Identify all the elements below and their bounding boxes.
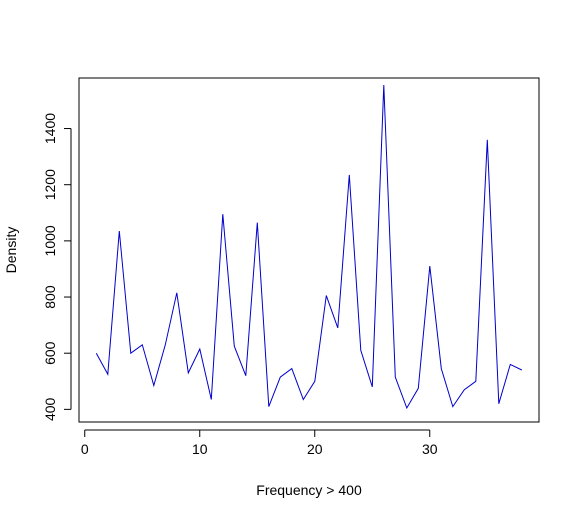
y-tick-label: 1200 bbox=[42, 169, 58, 200]
y-tick-label: 400 bbox=[42, 397, 58, 421]
x-axis: 0 10 20 30 bbox=[81, 429, 438, 457]
y-axis-title: Density bbox=[3, 227, 19, 274]
series-layer bbox=[95, 84, 523, 410]
x-axis-title: Frequency > 400 bbox=[256, 482, 362, 498]
x-tick-label: 10 bbox=[192, 441, 208, 457]
y-tick-label: 1000 bbox=[42, 225, 58, 256]
x-tick-label: 20 bbox=[307, 441, 323, 457]
y-axis: 400 600 800 1000 1200 1400 bbox=[42, 113, 72, 421]
x-tick-label: 0 bbox=[81, 441, 89, 457]
series-line bbox=[95, 84, 523, 410]
x-tick-label: 30 bbox=[422, 441, 438, 457]
y-tick-label: 1400 bbox=[42, 113, 58, 144]
plot-box bbox=[78, 77, 540, 423]
y-tick-label: 600 bbox=[42, 341, 58, 365]
y-tick-label: 800 bbox=[42, 285, 58, 309]
